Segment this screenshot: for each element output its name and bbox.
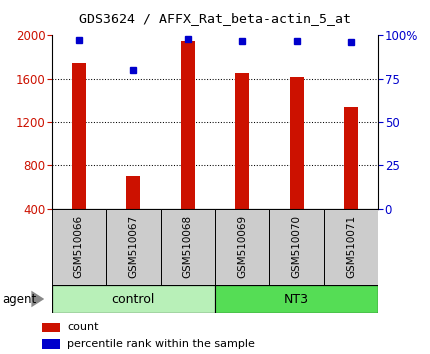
Bar (290, 76, 304, 252)
FancyBboxPatch shape (160, 209, 215, 285)
Text: GDS3624 / AFFX_Rat_beta-actin_5_at: GDS3624 / AFFX_Rat_beta-actin_5_at (79, 12, 351, 25)
FancyBboxPatch shape (52, 209, 106, 285)
FancyBboxPatch shape (52, 285, 215, 313)
Text: percentile rank within the sample: percentile rank within the sample (67, 339, 255, 349)
Bar (72, 63, 86, 252)
Text: GSM510068: GSM510068 (183, 215, 193, 279)
Text: GSM510070: GSM510070 (292, 216, 302, 278)
Text: GSM510067: GSM510067 (128, 215, 138, 279)
Bar (43, 322, 59, 332)
Text: GSM510066: GSM510066 (74, 215, 84, 279)
Text: NT3: NT3 (284, 293, 309, 306)
Polygon shape (31, 291, 44, 307)
Bar (43, 339, 59, 349)
FancyBboxPatch shape (270, 209, 324, 285)
Text: GSM510071: GSM510071 (346, 215, 356, 279)
Bar (126, 176, 140, 252)
Bar (235, 73, 249, 252)
Text: control: control (112, 293, 155, 306)
Bar (344, 107, 358, 252)
Text: count: count (67, 322, 98, 332)
Bar (181, 41, 194, 252)
FancyBboxPatch shape (215, 209, 270, 285)
FancyBboxPatch shape (324, 209, 378, 285)
Text: agent: agent (2, 293, 37, 306)
FancyBboxPatch shape (215, 285, 378, 313)
Text: GSM510069: GSM510069 (237, 215, 247, 279)
FancyBboxPatch shape (106, 209, 160, 285)
